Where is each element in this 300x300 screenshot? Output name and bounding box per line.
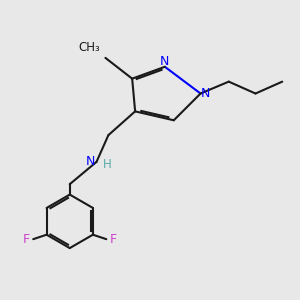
Text: H: H	[103, 158, 112, 171]
Text: F: F	[110, 233, 117, 246]
Text: F: F	[22, 233, 30, 246]
Text: N: N	[85, 155, 95, 168]
Text: N: N	[201, 87, 211, 100]
Text: N: N	[160, 55, 170, 68]
Text: CH₃: CH₃	[78, 41, 100, 54]
